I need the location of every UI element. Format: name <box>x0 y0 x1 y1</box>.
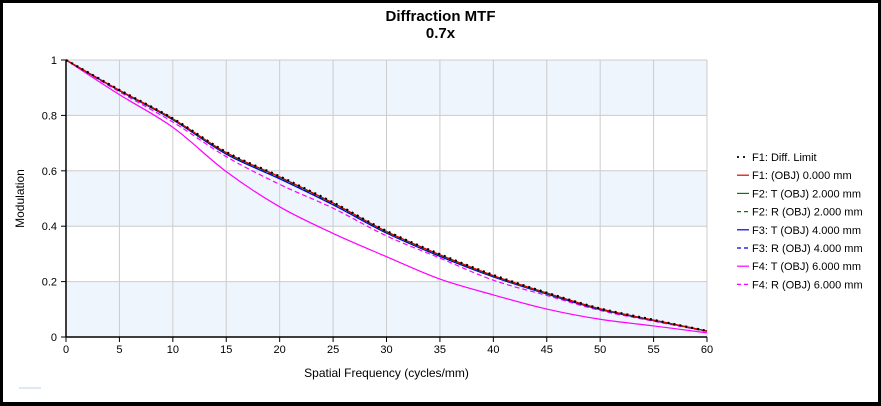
y-tick-label: 1 <box>51 55 57 67</box>
decorative-mark <box>19 387 41 389</box>
legend-label: F4: R (OBJ) 6.000 mm <box>752 279 863 291</box>
chart-subtitle: 0.7x <box>425 25 456 42</box>
legend-item: F4: R (OBJ) 6.000 mm <box>737 279 863 291</box>
legend-item: F1: (OBJ) 0.000 mm <box>737 170 852 182</box>
x-tick-label: 55 <box>647 344 659 356</box>
y-axis-label: Modulation <box>13 169 27 228</box>
x-tick-label: 30 <box>380 344 392 356</box>
legend-label: F4: T (OBJ) 6.000 mm <box>752 261 861 273</box>
x-tick-label: 15 <box>220 344 232 356</box>
legend-label: F3: R (OBJ) 4.000 mm <box>752 243 863 255</box>
y-tick-label: 0 <box>51 332 57 344</box>
legend-item: F3: T (OBJ) 4.000 mm <box>737 225 861 237</box>
legend-label: F2: T (OBJ) 2.000 mm <box>752 188 861 200</box>
series-line-6 <box>65 59 708 334</box>
y-tick-label: 0.4 <box>42 221 57 233</box>
series-lines <box>65 59 708 334</box>
grid-lines <box>66 59 708 337</box>
x-tick-label: 20 <box>274 344 286 356</box>
y-tick-label: 0.8 <box>42 110 57 122</box>
x-tick-label: 25 <box>327 344 339 356</box>
series-line-0 <box>65 59 708 332</box>
x-tick-label: 5 <box>116 344 122 356</box>
x-tick-label: 10 <box>167 344 179 356</box>
legend-label: F3: T (OBJ) 4.000 mm <box>752 225 861 237</box>
legend-item: F4: T (OBJ) 6.000 mm <box>737 261 861 273</box>
series-line-7 <box>65 59 708 333</box>
x-axis-label: Spatial Frequency (cycles/mm) <box>304 366 469 380</box>
x-tick-label: 40 <box>487 344 499 356</box>
y-tick-label: 0.6 <box>42 166 57 178</box>
legend-item: F2: T (OBJ) 2.000 mm <box>737 188 861 200</box>
legend-label: F1: (OBJ) 0.000 mm <box>752 170 852 182</box>
chart-title: Diffraction MTF <box>385 8 496 25</box>
y-tick-label: 0.2 <box>42 277 57 289</box>
x-tick-label: 50 <box>594 344 606 356</box>
legend-item: F1: Diff. Limit <box>737 152 817 164</box>
tick-labels: 0 5 10 15 20 25 30 35 40 45 50 55 60 0 0.2 0.4 0.6 0.8 1 <box>42 55 713 356</box>
x-tick-label: 0 <box>63 344 69 356</box>
legend-label: F1: Diff. Limit <box>752 152 817 164</box>
x-tick-label: 45 <box>541 344 553 356</box>
legend-item: F2: R (OBJ) 2.000 mm <box>737 207 863 219</box>
legend: F1: Diff. Limit F1: (OBJ) 0.000 mm F2: T (… <box>737 152 863 291</box>
x-tick-label: 60 <box>701 344 713 356</box>
legend-label: F2: R (OBJ) 2.000 mm <box>752 207 863 219</box>
axes <box>61 59 708 342</box>
x-tick-label: 35 <box>434 344 446 356</box>
legend-item: F3: R (OBJ) 4.000 mm <box>737 243 863 255</box>
